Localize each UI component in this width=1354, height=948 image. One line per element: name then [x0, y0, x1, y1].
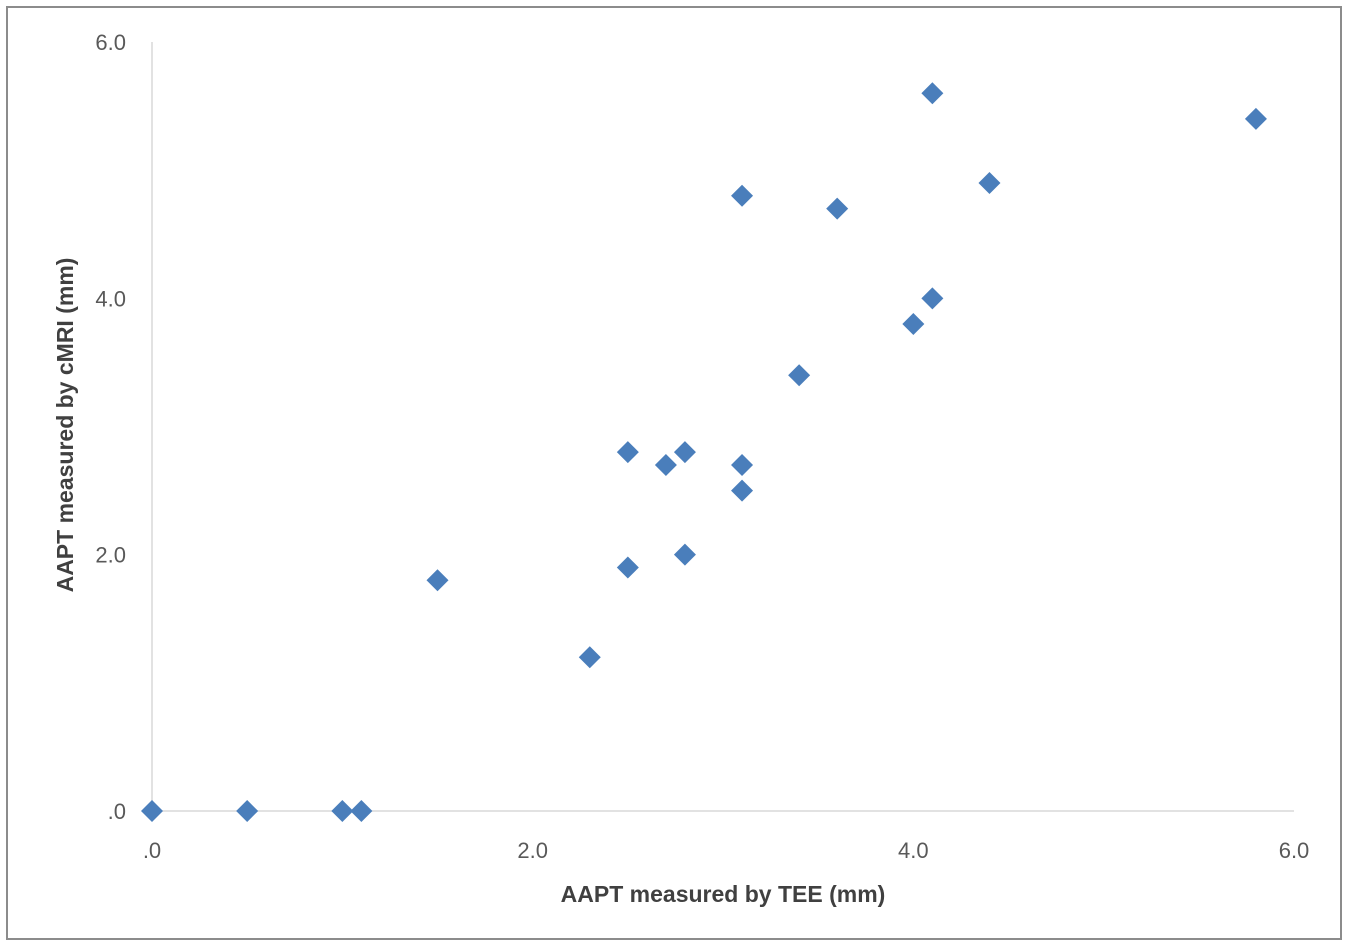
y-axis-title: AAPT measured by cMRI (mm) — [52, 258, 78, 593]
x-tick-label: 6.0 — [1279, 838, 1310, 863]
y-tick-label: 2.0 — [95, 543, 126, 568]
data-point-marker — [1244, 107, 1267, 130]
tick-labels: .0 2.0 4.0 6.0 .0 2.0 4.0 6.0 — [95, 30, 1309, 863]
y-tick-label: .0 — [108, 799, 126, 824]
data-point-marker — [141, 800, 163, 822]
data-point-marker — [616, 441, 639, 464]
data-point-marker — [921, 82, 944, 105]
y-tick-label: 4.0 — [95, 286, 126, 311]
data-point-marker — [616, 556, 639, 579]
data-point-marker — [654, 453, 677, 476]
data-point-marker — [236, 800, 259, 822]
data-point-marker — [731, 453, 754, 476]
data-point-marker — [426, 569, 449, 592]
data-point-marker — [673, 543, 696, 566]
data-point-marker — [731, 184, 754, 207]
data-point-marker — [978, 171, 1001, 194]
x-tick-label: .0 — [143, 838, 161, 863]
data-point-marker — [788, 364, 811, 387]
y-tick-label: 6.0 — [95, 30, 126, 55]
data-point-marker — [921, 287, 944, 310]
data-point-marker — [331, 800, 354, 822]
x-tick-label: 4.0 — [898, 838, 929, 863]
x-axis-title: AAPT measured by TEE (mm) — [561, 881, 886, 907]
data-point-marker — [826, 197, 849, 220]
data-point-marker — [350, 800, 373, 822]
data-point-marker — [902, 312, 925, 335]
x-tick-label: 2.0 — [517, 838, 548, 863]
chart-frame — [6, 6, 1342, 940]
data-point-marker — [578, 646, 601, 669]
axes — [151, 42, 1294, 812]
data-points — [141, 82, 1267, 822]
data-point-marker — [673, 441, 696, 464]
data-point-marker — [731, 479, 754, 502]
